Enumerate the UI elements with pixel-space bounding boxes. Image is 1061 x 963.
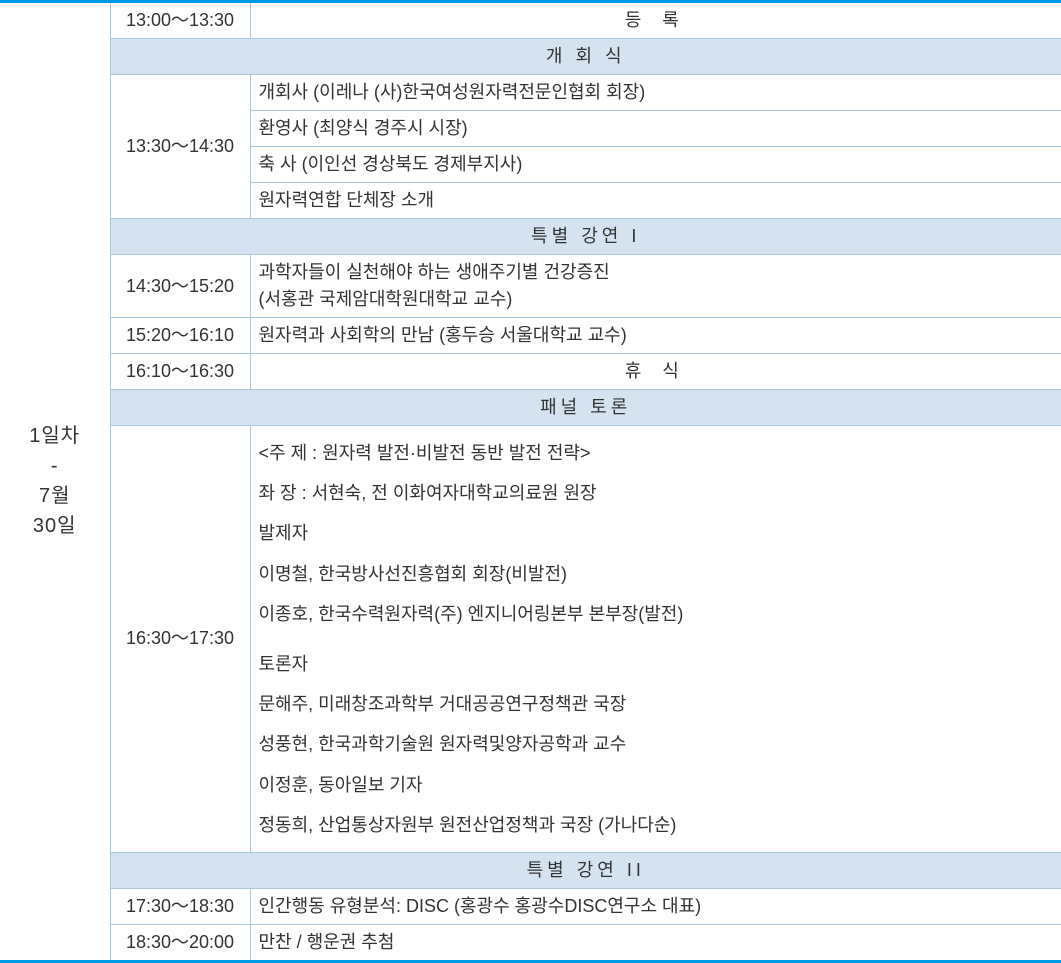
session-label: 등 록 (250, 2, 1061, 39)
day-label-4: 30일 (8, 511, 102, 541)
day-label-1: 1일차 (8, 421, 102, 451)
session-text: 만찬 / 행운권 추첨 (250, 924, 1061, 961)
time-cell: 17:30～18:30 (110, 888, 250, 924)
session-item: 환영사 (최양식 경주시 시장) (250, 111, 1061, 147)
panel-line: <주 제 : 원자력 발전·비발전 동반 발전 전략> (259, 436, 1054, 470)
day-label-2: - (8, 451, 102, 481)
day-label-3: 7월 (8, 481, 102, 511)
table-row: 패널 토론 (0, 390, 1061, 426)
schedule-table: 1일차 - 7월 30일 13:00～13:30 등 록 개 회 식 13:30… (0, 0, 1061, 963)
panel-line: 이정훈, 동아일보 기자 (259, 768, 1054, 802)
table-row: 특별 강연 I (0, 219, 1061, 255)
table-row: 특별 강연 II (0, 852, 1061, 888)
time-cell: 16:10～16:30 (110, 354, 250, 390)
table-row: 1일차 - 7월 30일 13:00～13:30 등 록 (0, 2, 1061, 39)
table-row: 15:20～16:10 원자력과 사회학의 만남 (홍두승 서울대학교 교수) (0, 318, 1061, 354)
session-line: 과학자들이 실천해야 하는 생애주기별 건강증진 (259, 259, 1054, 286)
time-cell: 18:30～20:00 (110, 924, 250, 961)
panel-line: 정동희, 산업통상자원부 원전산업정책과 국장 (가나다순) (259, 808, 1054, 842)
session-item: 축 사 (이인선 경상북도 경제부지사) (250, 147, 1061, 183)
schedule-body: 1일차 - 7월 30일 13:00～13:30 등 록 개 회 식 13:30… (0, 2, 1061, 962)
session-text: 원자력과 사회학의 만남 (홍두승 서울대학교 교수) (250, 318, 1061, 354)
table-row: 16:30～17:30 <주 제 : 원자력 발전·비발전 동반 발전 전략> … (0, 426, 1061, 853)
panel-content: <주 제 : 원자력 발전·비발전 동반 발전 전략> 좌 장 : 서현숙, 전… (250, 426, 1061, 853)
table-row: 개 회 식 (0, 39, 1061, 75)
session-text: 과학자들이 실천해야 하는 생애주기별 건강증진 (서홍관 국제암대학원대학교 … (250, 255, 1061, 318)
day-cell: 1일차 - 7월 30일 (0, 2, 110, 962)
session-line: (서홍관 국제암대학원대학교 교수) (259, 286, 1054, 313)
time-cell: 14:30～15:20 (110, 255, 250, 318)
section-header-lecture-2: 특별 강연 II (110, 852, 1061, 888)
session-text: 인간행동 유형분석: DISC (홍광수 홍광수DISC연구소 대표) (250, 888, 1061, 924)
time-cell: 13:00～13:30 (110, 2, 250, 39)
table-row: 13:30～14:30 개회사 (이레나 (사)한국여성원자력전문인협회 회장) (0, 75, 1061, 111)
section-header-lecture-1: 특별 강연 I (110, 219, 1061, 255)
section-header-opening: 개 회 식 (110, 39, 1061, 75)
panel-line: 토론자 (259, 647, 1054, 681)
table-row: 14:30～15:20 과학자들이 실천해야 하는 생애주기별 건강증진 (서홍… (0, 255, 1061, 318)
table-row: 18:30～20:00 만찬 / 행운권 추첨 (0, 924, 1061, 961)
panel-line: 좌 장 : 서현숙, 전 이화여자대학교의료원 원장 (259, 476, 1054, 510)
panel-line: 이종호, 한국수력원자력(주) 엔지니어링본부 본부장(발전) (259, 597, 1054, 631)
panel-line: 이명철, 한국방사선진흥협회 회장(비발전) (259, 557, 1054, 591)
session-item: 원자력연합 단체장 소개 (250, 183, 1061, 219)
section-header-panel: 패널 토론 (110, 390, 1061, 426)
panel-line: 발제자 (259, 516, 1054, 550)
panel-line: 성풍현, 한국과학기술원 원자력및양자공학과 교수 (259, 727, 1054, 761)
table-row: 16:10～16:30 휴 식 (0, 354, 1061, 390)
table-row: 17:30～18:30 인간행동 유형분석: DISC (홍광수 홍광수DISC… (0, 888, 1061, 924)
session-label: 휴 식 (250, 354, 1061, 390)
time-cell: 15:20～16:10 (110, 318, 250, 354)
panel-line: 문해주, 미래창조과학부 거대공공연구정책관 국장 (259, 687, 1054, 721)
time-cell: 13:30～14:30 (110, 75, 250, 219)
session-item: 개회사 (이레나 (사)한국여성원자력전문인협회 회장) (250, 75, 1061, 111)
time-cell: 16:30～17:30 (110, 426, 250, 853)
